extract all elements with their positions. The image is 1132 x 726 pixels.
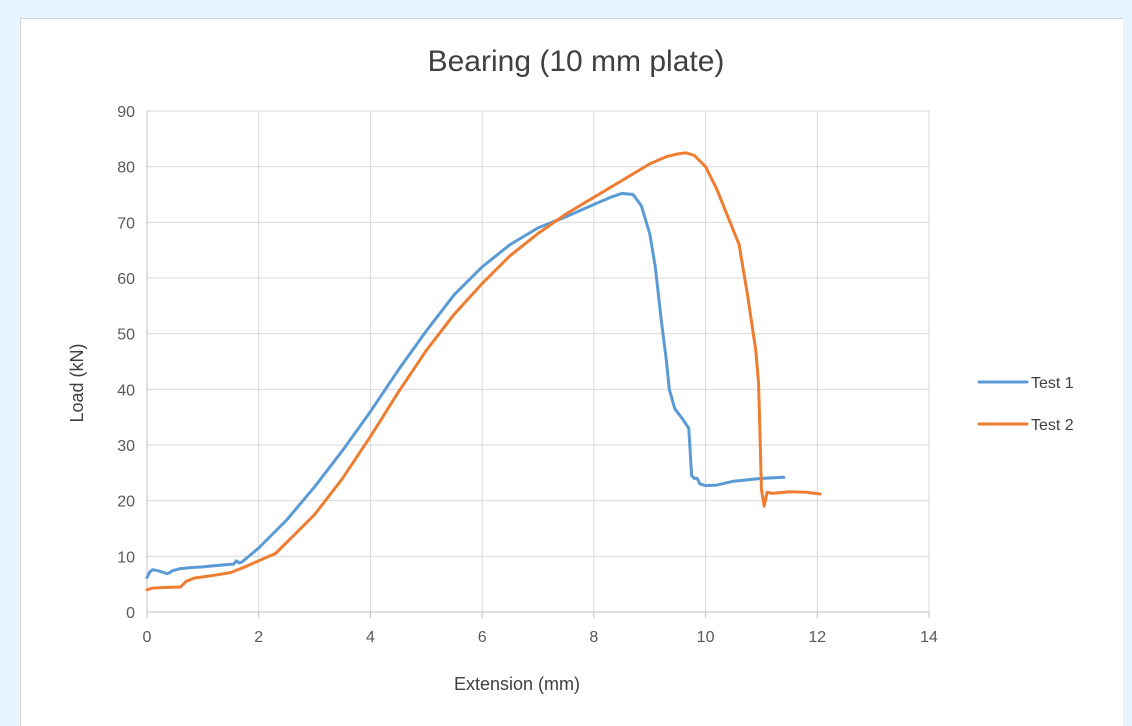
series-lines bbox=[145, 151, 822, 592]
axes bbox=[146, 111, 930, 618]
legend: Test 1 Test 2 bbox=[977, 375, 1074, 434]
line-chart: Bearing (10 mm plate) 010203040506070809… bbox=[67, 45, 1074, 694]
series-line-2 bbox=[145, 151, 822, 592]
x-tick-label: 8 bbox=[589, 629, 598, 646]
legend-label-2: Test 2 bbox=[1031, 417, 1074, 434]
legend-label-1: Test 1 bbox=[1031, 375, 1074, 392]
series-line-1 bbox=[145, 191, 786, 579]
x-tick-label: 12 bbox=[808, 629, 826, 646]
y-tick-label: 10 bbox=[117, 549, 135, 566]
y-tick-label: 40 bbox=[117, 382, 135, 399]
y-tick-label: 70 bbox=[117, 215, 135, 232]
y-axis-title: Load (kN) bbox=[67, 343, 87, 422]
y-tick-label: 20 bbox=[117, 494, 135, 511]
x-tick-label: 4 bbox=[366, 629, 375, 646]
chart-area: Bearing (10 mm plate) 0 10 20 30 40 50 60 70 80 9… bbox=[20, 18, 1123, 726]
y-tick-label: 80 bbox=[117, 160, 135, 177]
y-tick-label: 50 bbox=[117, 327, 135, 344]
x-tick-label: 0 bbox=[143, 629, 152, 646]
x-axis-title: Extension (mm) bbox=[454, 674, 580, 694]
x-tick-label: 2 bbox=[254, 629, 263, 646]
chart-title: Bearing (10 mm plate) bbox=[428, 45, 725, 78]
y-tick-label: 30 bbox=[117, 438, 135, 455]
tick-labels: 0 10 20 30 40 50 60 70 80 90 0 2 4 6 8 10 12 14 bbox=[117, 104, 938, 646]
y-tick-label: 60 bbox=[117, 271, 135, 288]
x-tick-label: 14 bbox=[920, 629, 938, 646]
gridlines bbox=[147, 110, 930, 612]
y-tick-label: 90 bbox=[117, 104, 135, 121]
y-tick-label: 0 bbox=[126, 605, 135, 622]
x-tick-label: 10 bbox=[697, 629, 715, 646]
x-tick-label: 6 bbox=[478, 629, 487, 646]
